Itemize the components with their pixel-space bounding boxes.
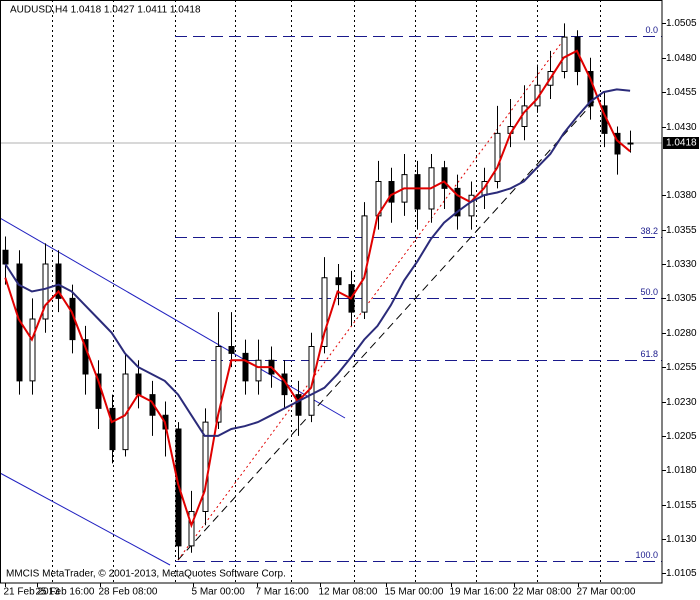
time-axis-bg [0, 584, 700, 600]
y-tick-label: 1.0380 [666, 190, 697, 201]
y-tick-label: 1.0280 [666, 328, 697, 339]
y-tick-label: 1.0130 [666, 534, 697, 545]
y-tick-label: 1.0480 [666, 53, 697, 64]
fib-label: 38.2 [640, 226, 658, 236]
y-tick-label: 1.0455 [666, 87, 697, 98]
x-tick-label: 15 Mar 00:00 [385, 587, 444, 598]
x-tick-label: 21 Feb 2013 [4, 587, 61, 598]
current-price-label: 1.0418 [666, 138, 697, 149]
candle-body [388, 181, 395, 203]
x-tick-label: 5 Mar 00:00 [192, 587, 246, 598]
fib-label: 0.0 [645, 25, 658, 35]
x-tick-label: 7 Mar 16:00 [256, 587, 310, 598]
x-tick-label: 25 Feb 16:00 [36, 587, 95, 598]
chart-title: AUDUSD,H4 1.0418 1.0427 1.0411 1.0418 [10, 5, 201, 16]
x-tick-label: 28 Feb 08:00 [99, 587, 158, 598]
candle-body [454, 187, 461, 217]
candle-body [82, 339, 89, 375]
candle-body [587, 71, 594, 107]
candle-body [494, 132, 501, 182]
x-tick-label: 22 Mar 08:00 [513, 587, 572, 598]
current-price-box [663, 137, 699, 149]
trend-line [177, 94, 601, 561]
y-tick-label: 1.0430 [666, 122, 697, 133]
y-tick-label: 1.0255 [666, 362, 697, 373]
candle-body [188, 511, 195, 547]
candle-body [335, 277, 342, 286]
candle-body [441, 167, 448, 189]
candle-body [468, 194, 475, 217]
candle-body [242, 352, 249, 382]
x-tick-label: 19 Mar 16:00 [450, 587, 509, 598]
fib-label: 100.0 [635, 550, 658, 560]
candle-body [228, 346, 235, 354]
plot [2, 23, 634, 560]
x-tick-label: 12 Mar 08:00 [319, 587, 378, 598]
moving-average [4, 49, 631, 529]
candle-body [149, 394, 156, 416]
candle-body [55, 263, 62, 299]
x-tick-label: 27 Mar 00:00 [577, 587, 636, 598]
footer: MMCIS MetaTrader, © 2001-2013, MetaQuote… [6, 569, 286, 580]
candle-body [321, 277, 328, 347]
y-tick-label: 1.0230 [666, 397, 697, 408]
candle-body [414, 174, 421, 210]
candle-body [109, 407, 116, 451]
y-tick-label: 1.0330 [666, 259, 697, 270]
candle-body [135, 373, 142, 396]
price-axis-bg [663, 0, 700, 583]
y-tick-label: 1.0355 [666, 225, 697, 236]
candle-body [29, 318, 36, 382]
y-tick-label: 1.0105 [666, 568, 697, 579]
candle-body [255, 359, 262, 382]
y-tick-label: 1.0505 [666, 18, 697, 29]
candle-body [2, 249, 9, 265]
plot-frame [0, 0, 663, 584]
candle-body [561, 36, 568, 72]
y-tick-label: 1.0305 [666, 293, 697, 304]
y-tick-label: 1.0155 [666, 500, 697, 511]
y-tick-label: 1.0180 [666, 465, 697, 476]
fib-label: 61.8 [640, 349, 658, 359]
moving-average [4, 88, 631, 437]
candle-body [627, 142, 634, 145]
candle-body [308, 346, 315, 416]
fib-base-line [177, 37, 566, 561]
candle-body [215, 346, 222, 423]
candle-body [42, 263, 49, 320]
y-tick-label: 1.0205 [666, 431, 697, 442]
candle-body [295, 394, 302, 416]
channel-lower [0, 472, 171, 566]
fib-label: 50.0 [640, 287, 658, 297]
